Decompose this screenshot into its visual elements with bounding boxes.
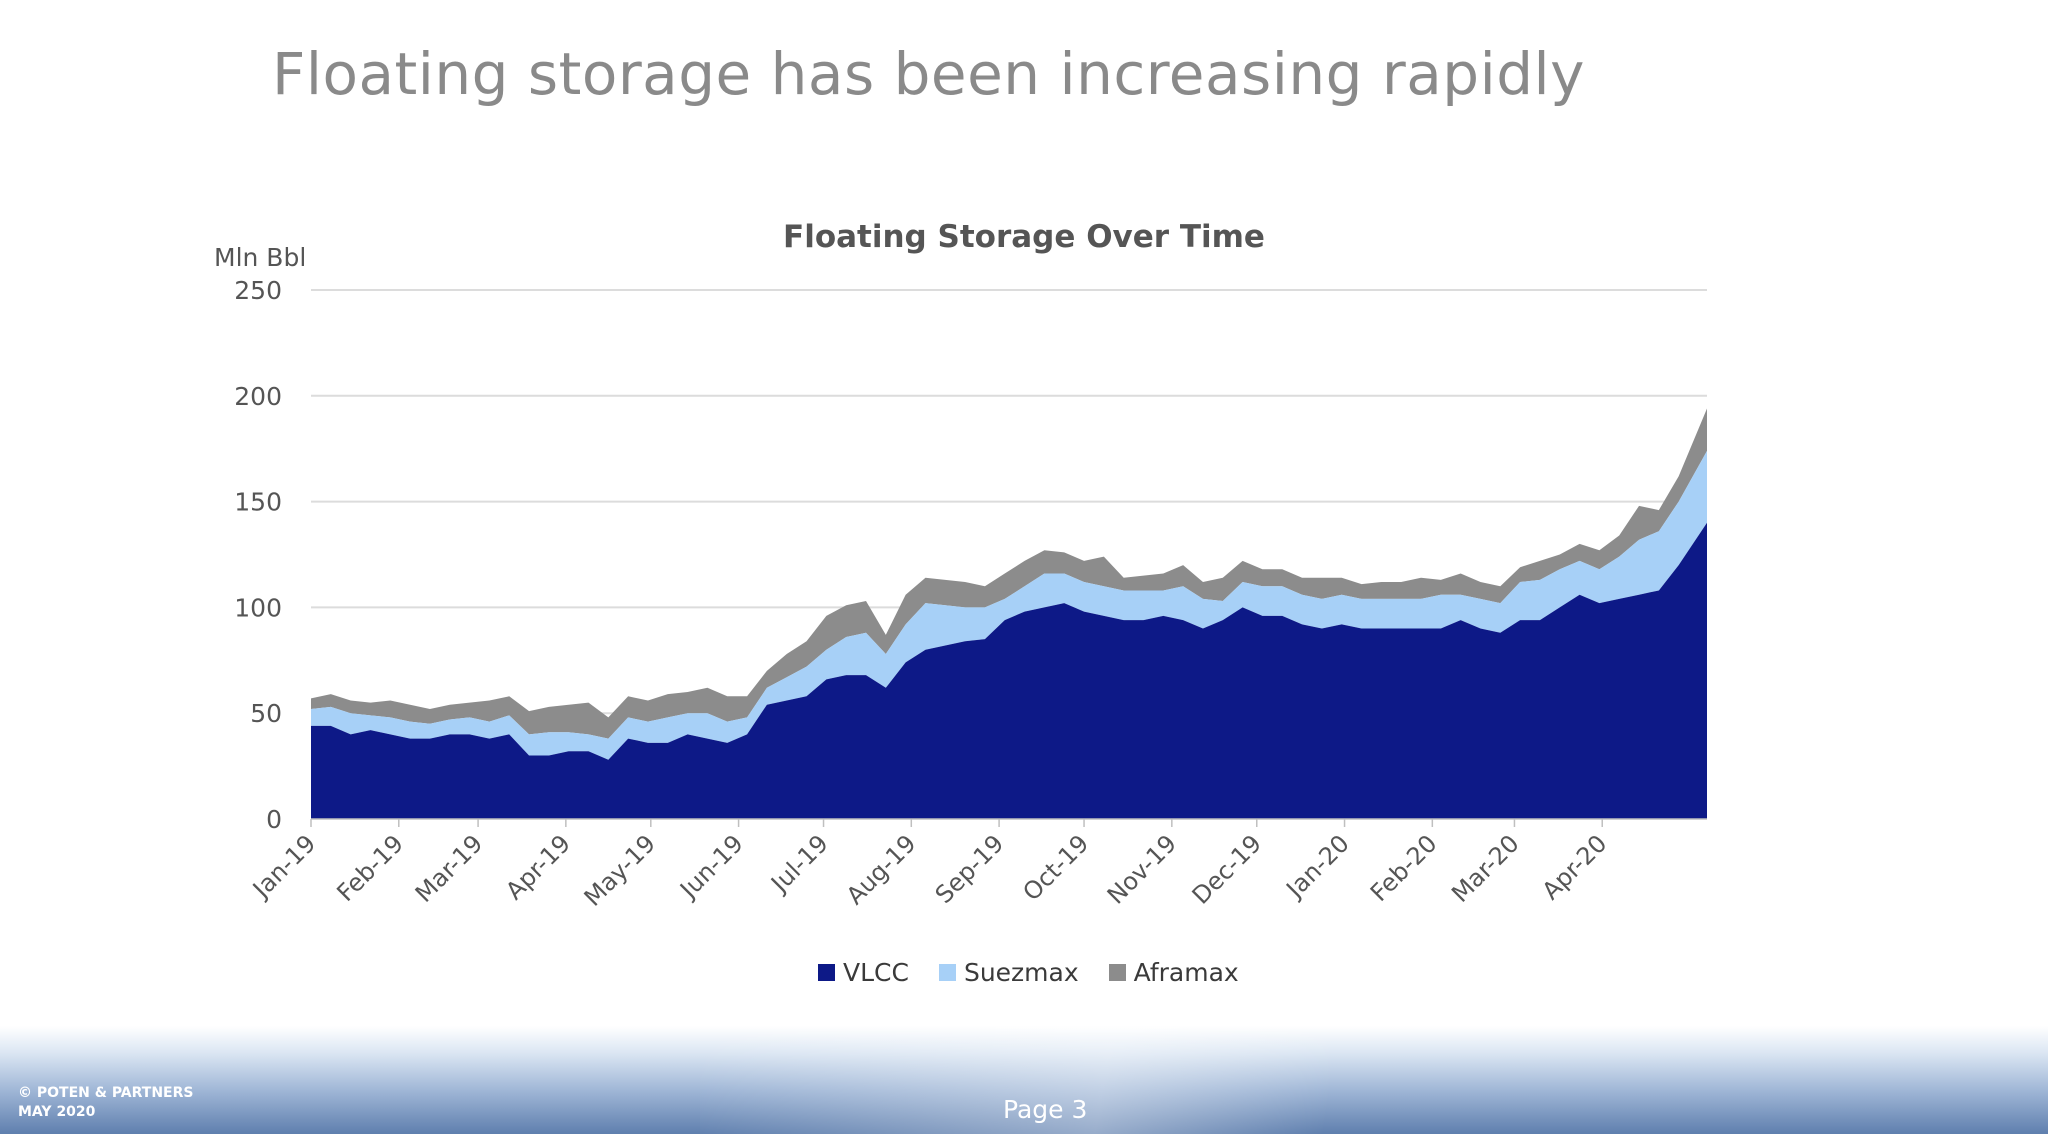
floating-storage-chart: 0 50 100 150 200 250 Jan-19 Feb-19 Mar-19 Apr-19… bbox=[214, 219, 1707, 912]
x-tick-label: Feb-19 bbox=[331, 829, 409, 907]
y-axis-label: Mln Bbl bbox=[214, 243, 306, 272]
x-tick-label: Apr-19 bbox=[500, 829, 576, 905]
legend-swatch-vlcc bbox=[818, 963, 835, 981]
x-tick-label: Aug-19 bbox=[841, 829, 922, 910]
legend-item-aframax: Aframax bbox=[1108, 957, 1239, 987]
x-tick-labels: Jan-19 Feb-19 Mar-19 Apr-19 May-19 Jun-19 Jul-… bbox=[246, 829, 1612, 911]
y-tick-label: 0 bbox=[266, 805, 282, 834]
axes bbox=[310, 818, 1707, 827]
area-suezmax bbox=[311, 450, 1707, 760]
legend-swatch-suezmax bbox=[938, 963, 956, 981]
legend: VLCC Suezmax Aframax bbox=[818, 956, 1269, 988]
x-tick-label: Oct-19 bbox=[1017, 829, 1094, 906]
legend-item-suezmax: Suezmax bbox=[938, 957, 1079, 987]
footer-company: © POTEN & PARTNERS bbox=[18, 1085, 194, 1101]
x-tick-label: Sep-19 bbox=[930, 829, 1010, 909]
x-tick-label: Feb-20 bbox=[1365, 829, 1443, 907]
stacked-areas bbox=[311, 408, 1707, 819]
y-tick-label: 100 bbox=[234, 593, 282, 622]
area-vlcc bbox=[311, 522, 1707, 819]
legend-label-vlcc: VLCC bbox=[843, 957, 909, 987]
x-tick-label: Dec-19 bbox=[1187, 829, 1267, 909]
footer-bar bbox=[0, 1026, 2048, 1134]
x-tick-label: Mar-19 bbox=[410, 829, 488, 907]
area-aframax bbox=[311, 408, 1707, 739]
page-number: Page 3 bbox=[1003, 1095, 1088, 1124]
legend-label-suezmax: Suezmax bbox=[963, 957, 1079, 987]
y-tick-label: 150 bbox=[234, 488, 282, 517]
x-tick-label: Jun-19 bbox=[673, 829, 748, 904]
legend-item-vlcc: VLCC bbox=[818, 958, 909, 987]
slide-title: Floating storage has been increasing rap… bbox=[272, 40, 1585, 108]
y-tick-label: 250 bbox=[234, 276, 282, 305]
footer-date: MAY 2020 bbox=[18, 1104, 96, 1120]
x-tick-label: Nov-19 bbox=[1102, 829, 1182, 909]
y-tick-labels: 0 50 100 150 200 250 bbox=[234, 276, 282, 834]
x-tick-label: Apr-20 bbox=[1537, 829, 1613, 905]
x-tick-label: Jan-19 bbox=[246, 829, 321, 904]
legend-label-aframax: Aframax bbox=[1133, 957, 1239, 987]
y-tick-label: 200 bbox=[234, 382, 282, 411]
footer-decoration bbox=[700, 1026, 1600, 1134]
y-tick-label: 50 bbox=[250, 699, 282, 728]
legend-swatch-aframax bbox=[1108, 963, 1126, 981]
x-tick-label: May-19 bbox=[579, 829, 661, 911]
chart-title: Floating Storage Over Time bbox=[783, 219, 1265, 255]
x-tick-label: Mar-20 bbox=[1446, 829, 1524, 907]
x-tick-label: Jul-19 bbox=[764, 829, 833, 898]
x-tick-label: Jan-20 bbox=[1280, 829, 1355, 904]
